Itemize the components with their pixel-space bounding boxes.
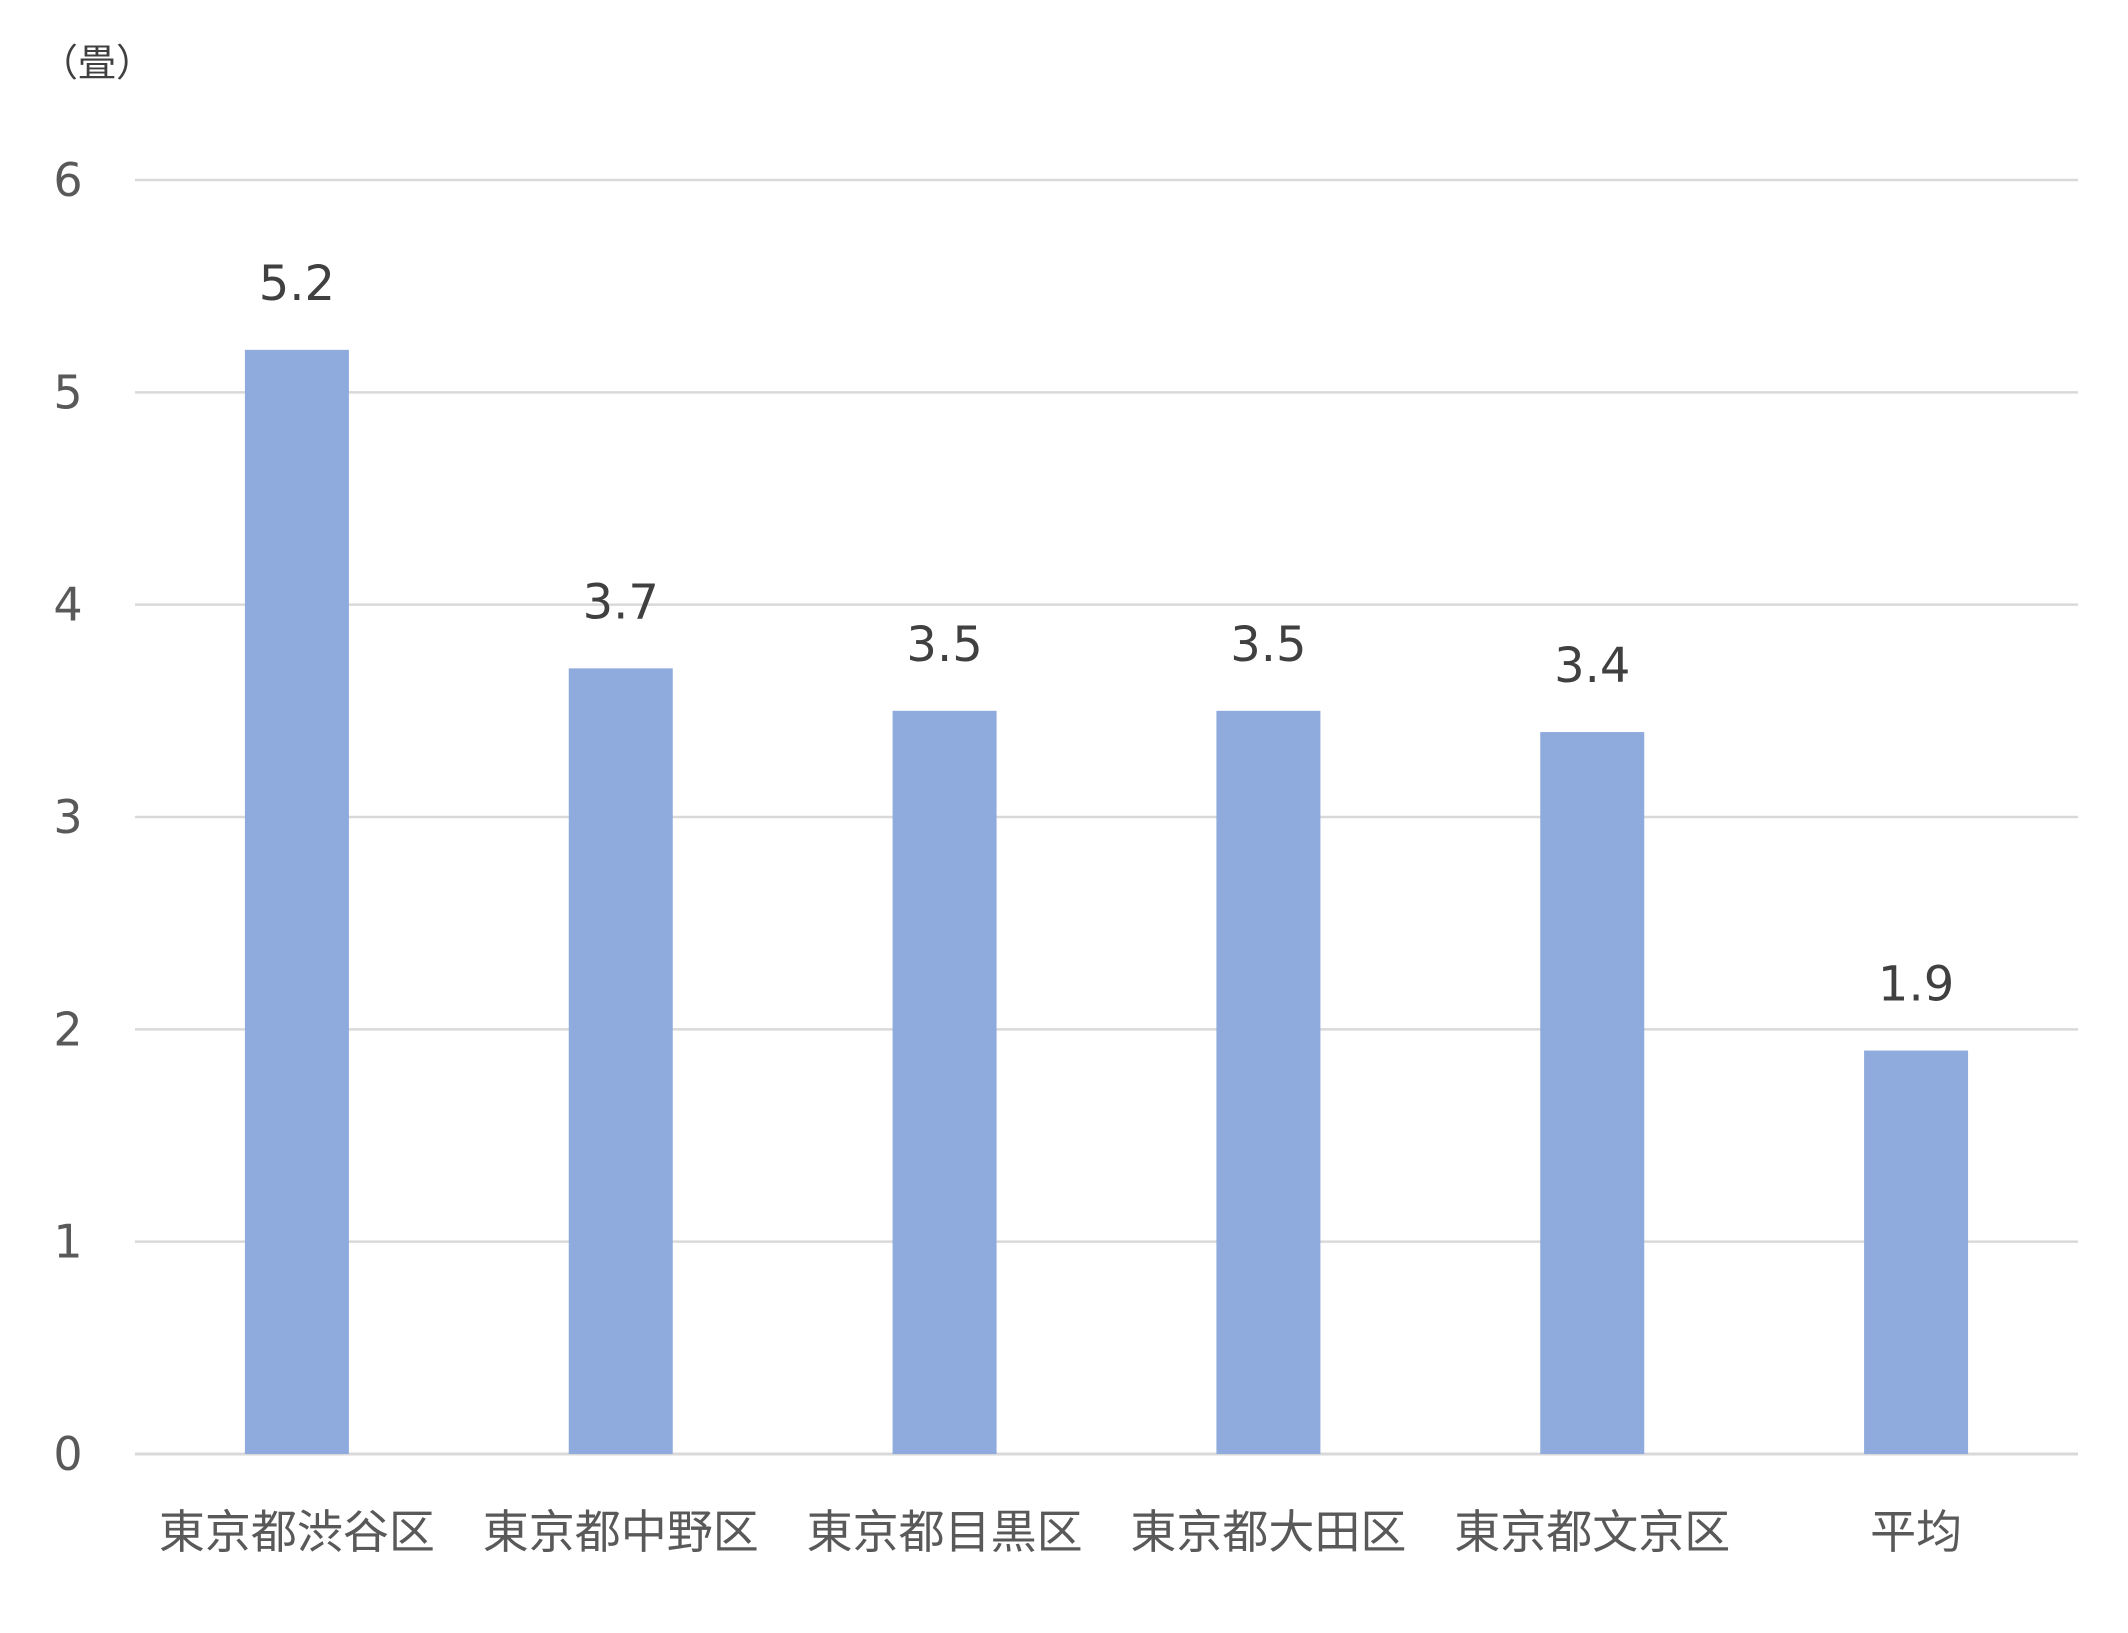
category-label-5: 平均 <box>1870 1505 1962 1559</box>
gridlines <box>135 178 2078 1456</box>
bar-1 <box>568 668 673 1454</box>
data-label-2: 3.5 <box>906 617 982 673</box>
category-label-1: 東京都中野区 <box>483 1505 759 1559</box>
category-label-3: 東京都大田区 <box>1130 1505 1406 1559</box>
y-tick-label-1: 1 <box>53 1215 82 1269</box>
category-label-4: 東京都文京区 <box>1454 1505 1730 1559</box>
bar-4 <box>1540 732 1645 1454</box>
y-tick-label-0: 0 <box>53 1427 82 1481</box>
y-tick-label-3: 3 <box>53 790 82 844</box>
data-label-4: 3.4 <box>1554 638 1630 694</box>
data-labels: 5.2 3.7 3.5 3.5 3.4 1.9 <box>259 256 1955 1013</box>
x-axis-categories: 東京都渋谷区 東京都中野区 東京都目黒区 東京都大田区 東京都文京区 平均 <box>159 1505 1962 1559</box>
bar-5 <box>1864 1050 1969 1454</box>
bar-3 <box>1216 710 1321 1454</box>
y-tick-label-5: 5 <box>53 365 82 419</box>
y-tick-label-2: 2 <box>53 1002 82 1056</box>
category-label-2: 東京都目黒区 <box>807 1505 1083 1559</box>
y-axis-ticks: 0 1 2 3 4 5 6 <box>53 153 82 1481</box>
bar-2 <box>892 710 997 1454</box>
data-label-3: 3.5 <box>1230 617 1306 673</box>
category-label-0: 東京都渋谷区 <box>159 1505 435 1559</box>
data-label-1: 3.7 <box>583 574 659 630</box>
data-label-5: 1.9 <box>1878 957 1954 1013</box>
y-tick-label-4: 4 <box>53 578 82 632</box>
y-tick-label-6: 6 <box>53 153 82 207</box>
y-axis-unit-label: （畳） <box>40 41 154 85</box>
bars <box>244 349 1969 1454</box>
data-label-0: 5.2 <box>259 256 335 312</box>
bar-0 <box>244 349 349 1454</box>
